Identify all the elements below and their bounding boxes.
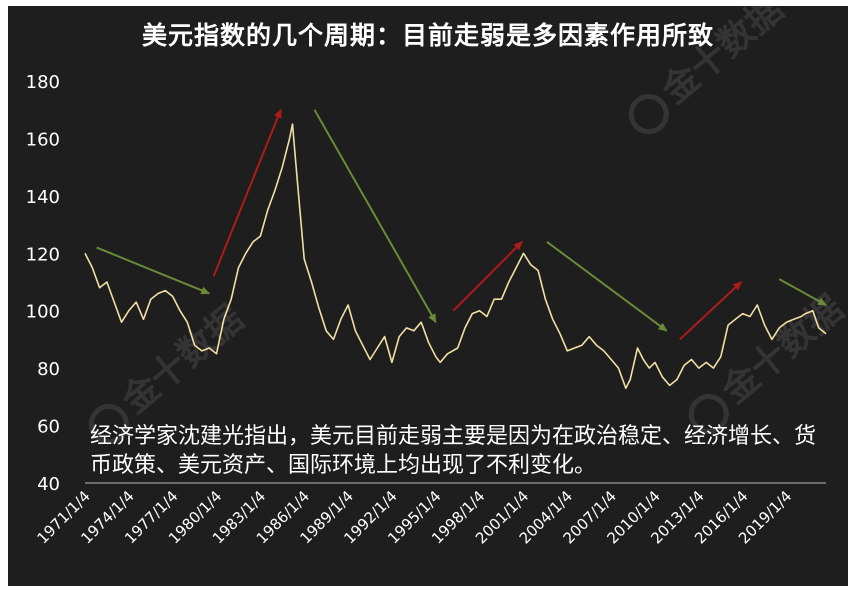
chart-title: 美元指数的几个周期：目前走弱是多因素作用所致 [141, 21, 714, 50]
x-axis-ticks: 1971/1/41974/1/41977/1/41980/1/41983/1/4… [33, 487, 795, 547]
trend-arrow-up [679, 281, 742, 341]
y-axis-ticks: 40 60 80 100 120 140 160 180 [26, 72, 60, 495]
y-tick-label: 120 [26, 244, 60, 265]
series-line-usd-index [84, 123, 827, 390]
trend-arrow-down [96, 246, 211, 295]
y-tick-label: 140 [26, 187, 60, 208]
y-tick-label: 40 [37, 474, 60, 495]
chart-frame: 金十数据 金十数据 金十数据 40 60 80 100 120 140 160 180 197… [8, 0, 851, 586]
trend-arrow-down [313, 109, 437, 324]
trend-arrow-up [212, 108, 282, 277]
y-tick-label: 60 [37, 417, 60, 438]
trend-arrow-down [778, 278, 827, 306]
trend-arrow-down [546, 240, 668, 332]
y-tick-label: 80 [37, 359, 60, 380]
chart-svg: 40 60 80 100 120 140 160 180 1971/1/41974/1/419… [26, 72, 827, 547]
annotation-text: 经济学家沈建光指出，美元目前走弱主要是因为在政治稳定、经济增长、货币政策、美元资… [90, 424, 817, 478]
y-tick-label: 180 [26, 72, 60, 93]
y-tick-label: 100 [26, 302, 60, 323]
y-tick-label: 160 [26, 129, 60, 150]
series-group [84, 123, 827, 390]
trend-arrows [96, 108, 827, 341]
trend-arrow-up [452, 241, 523, 312]
